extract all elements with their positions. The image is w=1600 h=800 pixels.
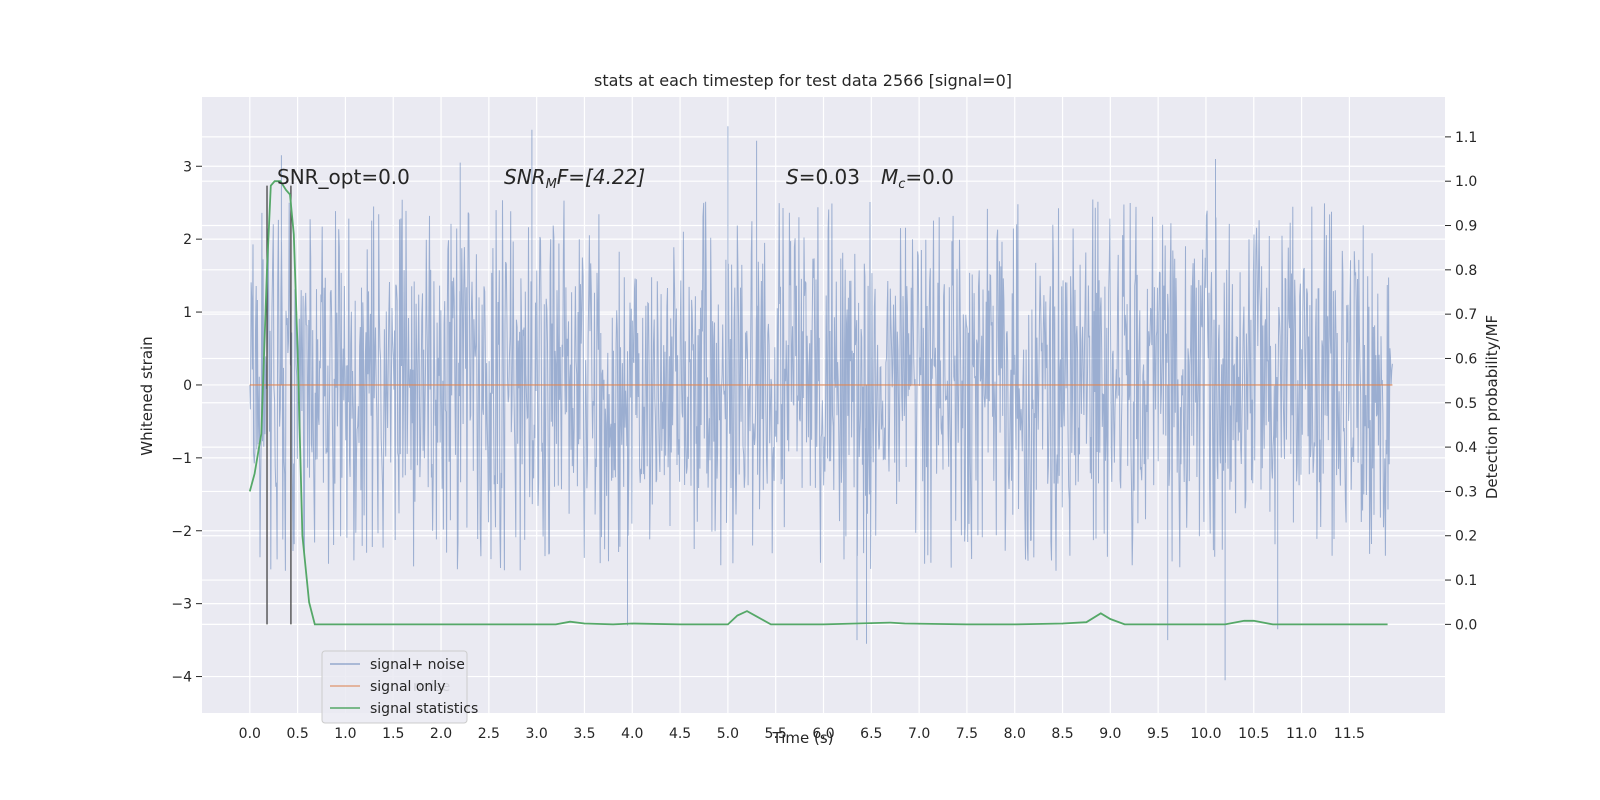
y-left-tick-label-4: 0 bbox=[183, 378, 192, 394]
signal-statistics-line bbox=[248, 180, 1388, 626]
x-tick-label-23: 11.5 bbox=[1334, 726, 1365, 742]
annotation-snr-opt: SNR_opt=0.0 bbox=[277, 165, 410, 189]
x-tick-label-18: 9.0 bbox=[1099, 726, 1121, 742]
x-tick-label-9: 4.5 bbox=[669, 726, 691, 742]
annotation-s-italic: S bbox=[786, 165, 799, 189]
x-tick-label-14: 7.0 bbox=[908, 726, 930, 742]
x-axis-label: Time (s) bbox=[772, 729, 834, 747]
x-axis-ticks: 0.0 0.5 1.0 1.5 2.0 2.5 3.0 3.5 4.0 4.5 5.0 5.5 6.0 6… bbox=[239, 726, 1365, 742]
legend-label-signal-statistics: signal statistics bbox=[370, 701, 478, 717]
y-right-tick-label-3: 0.3 bbox=[1455, 484, 1477, 500]
x-tick-label-4: 2.0 bbox=[430, 726, 452, 742]
annotation-snr-mf-sub: M bbox=[546, 177, 557, 192]
series-signal-plus-noise bbox=[249, 126, 1393, 681]
x-tick-label-2: 1.0 bbox=[334, 726, 356, 742]
x-tick-label-16: 8.0 bbox=[1004, 726, 1026, 742]
y-left-tick-label-0: −4 bbox=[171, 670, 192, 686]
annotation-mc-rest: =0.0 bbox=[905, 165, 954, 189]
y-left-tick-label-5: 1 bbox=[183, 305, 192, 321]
signal-plus-noise-line bbox=[249, 126, 1393, 681]
legend-label-signal-plus-noise: signal+ noise bbox=[370, 657, 465, 673]
x-tick-label-8: 4.0 bbox=[621, 726, 643, 742]
y-left-tick-label-7: 3 bbox=[183, 159, 192, 175]
y-left-tick-label-6: 2 bbox=[183, 232, 192, 248]
legend-box bbox=[321, 650, 468, 724]
y-right-axis-ticks: 0.0 0.1 0.2 0.3 0.4 0.5 0.6 0.7 0.8 0.9 1.0 1.1 bbox=[1445, 130, 1477, 633]
y-right-tick-label-0: 0.0 bbox=[1455, 617, 1477, 633]
y-left-tick-label-2: −2 bbox=[171, 524, 192, 540]
annotation-s: S=0.03 bbox=[786, 165, 860, 189]
y-right-tick-label-1: 0.1 bbox=[1455, 573, 1477, 589]
legend-label-signal-only: signal only bbox=[370, 679, 445, 695]
chart-title: stats at each timestep for test data 256… bbox=[594, 71, 1012, 90]
x-tick-label-21: 10.5 bbox=[1238, 726, 1269, 742]
y-left-axis-ticks: −4 −3 −2 −1 0 1 2 3 bbox=[171, 159, 202, 686]
x-tick-label-13: 6.5 bbox=[860, 726, 882, 742]
annotation-mc-sub: c bbox=[898, 177, 905, 192]
annotation-s-rest: =0.03 bbox=[799, 165, 860, 189]
x-tick-label-7: 3.5 bbox=[573, 726, 595, 742]
y-right-tick-label-7: 0.7 bbox=[1455, 307, 1477, 323]
annotation-mc-base: M bbox=[881, 165, 898, 189]
x-tick-label-3: 1.5 bbox=[382, 726, 404, 742]
y-left-tick-label-3: −1 bbox=[171, 451, 192, 467]
y-right-tick-label-9: 0.9 bbox=[1455, 219, 1477, 235]
y-right-tick-label-4: 0.4 bbox=[1455, 440, 1477, 456]
legend-ghost-text: noise bbox=[413, 679, 450, 695]
y-right-tick-label-10: 1.0 bbox=[1455, 174, 1477, 190]
x-tick-label-10: 5.0 bbox=[717, 726, 739, 742]
x-tick-label-6: 3.0 bbox=[526, 726, 548, 742]
y-left-axis-label: Whitened strain bbox=[138, 336, 156, 455]
x-tick-label-22: 11.0 bbox=[1286, 726, 1317, 742]
annotation-snr-mf-rest: F=[4.22] bbox=[557, 165, 645, 189]
y-right-tick-label-2: 0.2 bbox=[1455, 529, 1477, 545]
x-tick-label-19: 9.5 bbox=[1147, 726, 1169, 742]
x-tick-label-1: 0.5 bbox=[286, 726, 308, 742]
annotation-snr-mf-base: SNR bbox=[504, 165, 546, 189]
x-tick-label-20: 10.0 bbox=[1190, 726, 1221, 742]
x-tick-label-5: 2.5 bbox=[478, 726, 500, 742]
x-tick-label-17: 8.5 bbox=[1051, 726, 1073, 742]
y-right-axis-label: Detection probability/MF bbox=[1483, 315, 1501, 499]
series-signal-statistics bbox=[248, 180, 1388, 626]
x-tick-label-0: 0.0 bbox=[239, 726, 261, 742]
y-right-tick-label-5: 0.5 bbox=[1455, 396, 1477, 412]
y-right-tick-label-8: 0.8 bbox=[1455, 263, 1477, 279]
y-right-tick-label-6: 0.6 bbox=[1455, 351, 1477, 367]
y-right-tick-label-11: 1.1 bbox=[1455, 130, 1477, 146]
legend: noise signal+ noise signal only signal s… bbox=[321, 650, 478, 724]
x-tick-label-15: 7.5 bbox=[956, 726, 978, 742]
x-tick-label-11: 5.5 bbox=[765, 726, 787, 742]
annotation-mc: Mc=0.0 bbox=[881, 165, 954, 192]
annotations: SNR_opt=0.0 SNRMF=[4.22] S=0.03 Mc=0.0 bbox=[277, 165, 954, 192]
x-tick-label-12: 6.0 bbox=[812, 726, 834, 742]
y-left-tick-label-1: −3 bbox=[171, 597, 192, 613]
annotation-snr-mf: SNRMF=[4.22] bbox=[504, 165, 645, 192]
